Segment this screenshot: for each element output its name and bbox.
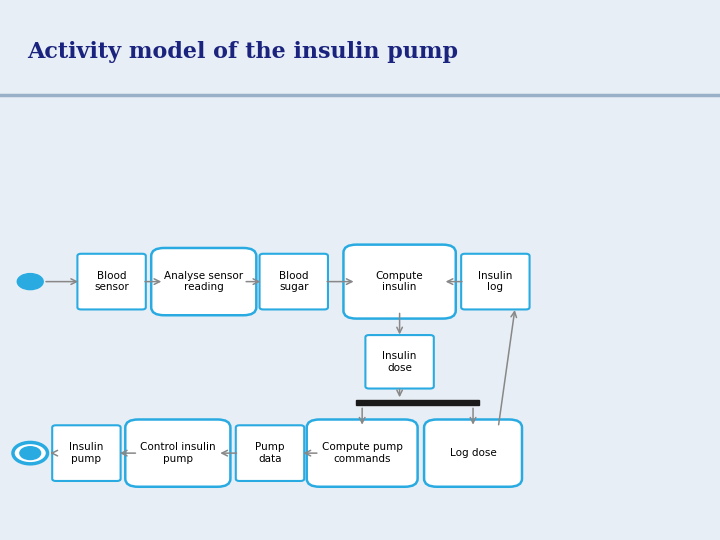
Circle shape [20, 447, 40, 460]
FancyBboxPatch shape [151, 248, 256, 315]
FancyBboxPatch shape [461, 254, 529, 309]
Text: Analyse sensor
reading: Analyse sensor reading [164, 271, 243, 293]
Text: Log dose: Log dose [450, 448, 496, 458]
FancyBboxPatch shape [424, 420, 522, 487]
Bar [356, 400, 479, 406]
Text: Activity model of the insulin pump: Activity model of the insulin pump [27, 41, 459, 63]
Text: Compute
insulin: Compute insulin [376, 271, 423, 293]
FancyBboxPatch shape [52, 426, 121, 481]
FancyBboxPatch shape [236, 426, 304, 481]
FancyBboxPatch shape [366, 335, 433, 389]
FancyBboxPatch shape [307, 420, 418, 487]
FancyBboxPatch shape [78, 254, 145, 309]
Text: Insulin
log: Insulin log [478, 271, 513, 293]
Text: Insulin
dose: Insulin dose [382, 351, 417, 373]
Circle shape [17, 274, 43, 289]
Text: Blood
sensor: Blood sensor [94, 271, 129, 293]
Text: Control insulin
pump: Control insulin pump [140, 442, 216, 464]
Text: Pump
data: Pump data [256, 442, 284, 464]
Text: Compute pump
commands: Compute pump commands [322, 442, 402, 464]
Text: Insulin
pump: Insulin pump [69, 442, 104, 464]
Text: Blood
sugar: Blood sugar [279, 271, 308, 293]
Circle shape [13, 442, 48, 464]
FancyBboxPatch shape [125, 420, 230, 487]
FancyBboxPatch shape [343, 245, 456, 319]
FancyBboxPatch shape [260, 254, 328, 309]
